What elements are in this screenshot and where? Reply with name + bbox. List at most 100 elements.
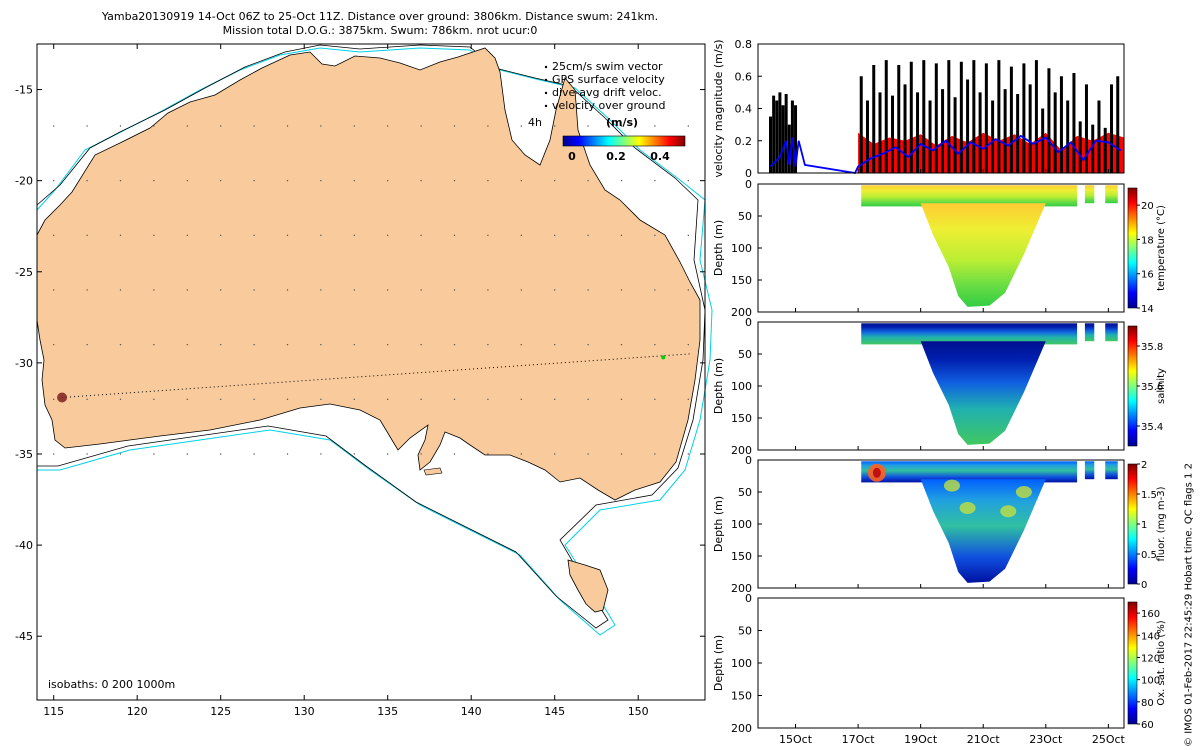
map-grid-dot <box>353 125 355 127</box>
map-grid-dot <box>420 125 422 127</box>
map-grid-dot <box>153 343 155 346</box>
map-grid-dot <box>620 234 623 237</box>
section-colorbar-2 <box>1127 325 1138 447</box>
panel-ylabel: Depth (m) <box>712 496 725 552</box>
panel-y-tick-label: 50 <box>738 486 752 499</box>
map-grid-dot <box>620 179 623 182</box>
panel-ylabel: Depth (m) <box>712 358 725 414</box>
map-grid-dot <box>353 453 355 455</box>
panel-y-tick-label: 150 <box>731 690 752 703</box>
isobaths-note: isobaths: 0 200 1000m <box>48 678 175 691</box>
map-grid-dot <box>119 179 122 182</box>
section-surface-block-2 <box>1105 323 1118 342</box>
legend-colorbar-tick: 0 <box>568 150 576 163</box>
map-grid-dot <box>220 289 222 291</box>
map-ticks: 115 120 125 130 135 140 145 150 -15 -20 -25 -30 -35 -… <box>15 44 705 718</box>
map-grid-dot <box>186 125 188 127</box>
map-grid-dot <box>554 234 556 237</box>
colorbar-tick-label: 14 <box>1141 304 1154 315</box>
map-grid-dot <box>86 234 88 237</box>
map-grid-dot <box>286 179 289 182</box>
map-grid-dot <box>353 234 355 237</box>
map-grid-dot <box>687 125 689 127</box>
map-x-tick-label: 130 <box>294 705 315 718</box>
date-tick-label: 19Oct <box>904 733 938 746</box>
map-x-tick-label: 120 <box>127 705 148 718</box>
panel-y-tick-label: 0 <box>745 454 752 467</box>
map-grid-dot <box>420 398 422 401</box>
legend-colorbar-tick: 0.2 <box>606 150 626 163</box>
map-grid-dot <box>153 234 155 237</box>
panel-y-tick-label: 0.6 <box>735 70 753 83</box>
map-grid-dot <box>320 179 322 182</box>
colorbar-tick-label: 0.5 <box>1141 550 1157 561</box>
map-grid-dot <box>253 398 255 401</box>
legend-marker <box>544 91 548 95</box>
date-tick-label: 25Oct <box>1092 733 1126 746</box>
colorbar-tick-label: 1.5 <box>1141 490 1157 501</box>
map-grid-dot <box>587 343 589 346</box>
map-grid-dot <box>520 125 522 127</box>
colorbar-label: Ox. sat. ratio (%) <box>1156 620 1167 705</box>
map-grid-dot <box>520 453 522 455</box>
map-grid-dot <box>387 234 389 237</box>
map-grid-dot <box>487 289 489 291</box>
map-grid-dot <box>86 125 88 127</box>
map-x-tick-label: 135 <box>377 705 398 718</box>
glider-current-position <box>661 355 666 360</box>
map-grid-dot <box>654 343 656 346</box>
map-grid-dot <box>487 453 489 455</box>
section-colorbar-3 <box>1127 463 1138 585</box>
panel-y-tick-label: 200 <box>731 444 752 457</box>
map-grid-dot <box>186 234 188 237</box>
glider-track <box>57 353 692 403</box>
map-grid-dot <box>554 453 556 455</box>
section-colorbar-1 <box>1127 187 1138 309</box>
legend-item: GPS surface velocity <box>552 73 665 86</box>
map-grid-dot <box>320 453 322 455</box>
map-grid-dot <box>487 125 489 127</box>
map-grid-dot <box>453 179 456 182</box>
map-panel: 115 120 125 130 135 140 145 150 -15 -20 -25 -30 -35 -… <box>15 43 713 718</box>
colorbar-tick-label: 1 <box>1141 520 1147 531</box>
panel-y-tick-label: 150 <box>731 274 752 287</box>
map-grid-dot <box>620 398 623 401</box>
panel-ylabel: Depth (m) <box>712 635 725 691</box>
map-grid-dot <box>186 289 188 291</box>
map-grid-dot <box>520 289 522 291</box>
panel-y-tick-label: 200 <box>731 722 752 735</box>
map-grid-dot <box>587 453 589 455</box>
map-grid-dot <box>286 289 289 291</box>
map-grid-dot <box>387 179 389 182</box>
figure-title-line1: Yamba20130919 14-Oct 06Z to 25-Oct 11Z. … <box>101 10 659 23</box>
map-x-tick-label: 125 <box>210 705 231 718</box>
panel-y-tick-label: 100 <box>731 518 752 531</box>
legend-item: velocity over ground <box>552 99 665 112</box>
panel-axes-box-4 <box>757 597 1125 729</box>
map-grid-dot <box>554 398 556 401</box>
map-grid-dot <box>420 289 422 291</box>
panel-y-tick-label: 100 <box>731 380 752 393</box>
map-y-tick-label: -40 <box>15 539 33 552</box>
colorbar-tick-label: 80 <box>1141 698 1154 709</box>
legend-colorbar <box>562 135 686 147</box>
map-grid-dot <box>119 453 122 455</box>
date-tick-label: 23Oct <box>1029 733 1063 746</box>
track-start-marker <box>57 392 68 403</box>
map-grid-dot <box>520 179 522 182</box>
panel-y-tick-label: 200 <box>731 306 752 319</box>
map-grid-dot <box>587 125 589 127</box>
kangaroo-island <box>423 467 443 476</box>
panel-y-tick-label: 50 <box>738 210 752 223</box>
panel-y-tick-label: 100 <box>731 657 752 670</box>
panel-y-tick-label: 0.4 <box>735 103 753 116</box>
section-surface-block-1 <box>1084 185 1095 204</box>
map-grid-dot <box>353 289 355 291</box>
map-grid-dot <box>153 179 155 182</box>
map-grid-dot <box>53 398 55 401</box>
map-grid-dot <box>119 234 122 237</box>
colorbar-tick-label: 35.6 <box>1141 382 1163 393</box>
map-grid-dot <box>53 125 55 127</box>
map-grid-dot <box>487 398 489 401</box>
